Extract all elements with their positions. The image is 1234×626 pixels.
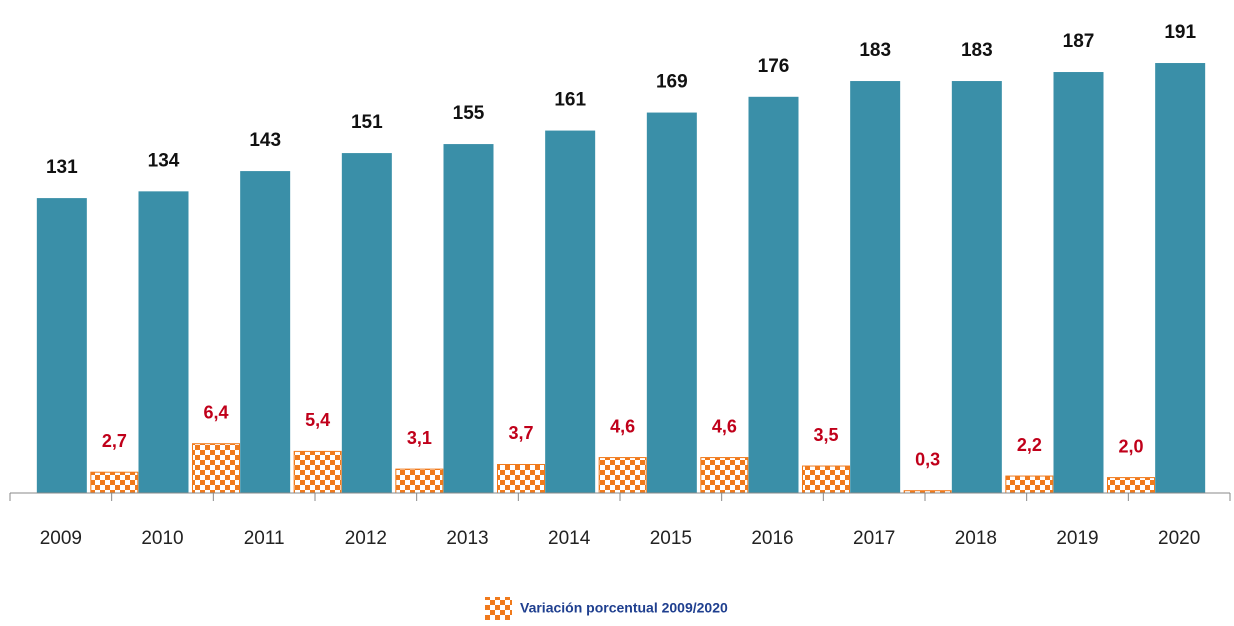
bar xyxy=(497,463,545,494)
x-tick-label: 2014 xyxy=(548,528,591,549)
legend-swatch xyxy=(485,597,512,620)
value-label: 155 xyxy=(453,103,485,124)
x-tick-label: 2016 xyxy=(751,528,793,549)
value-label: 3,5 xyxy=(813,425,838,445)
x-tick-label: 2010 xyxy=(141,528,183,549)
bar xyxy=(395,468,444,494)
x-tick-label: 2018 xyxy=(955,528,997,549)
x-tick-label: 2019 xyxy=(1056,528,1098,549)
bar xyxy=(951,81,1002,493)
value-label: 6,4 xyxy=(203,402,228,422)
x-tick-label: 2011 xyxy=(244,528,285,549)
bar xyxy=(90,471,139,494)
bar xyxy=(1005,475,1054,494)
bar xyxy=(545,130,596,493)
bar xyxy=(1155,63,1206,494)
bar xyxy=(293,450,342,494)
bar xyxy=(748,96,799,494)
bar xyxy=(1053,72,1104,493)
x-tick-label: 2009 xyxy=(40,528,82,549)
bar xyxy=(240,171,291,493)
value-label: 176 xyxy=(758,56,790,77)
value-label: 0,3 xyxy=(915,449,940,469)
x-tick-label: 2020 xyxy=(1158,528,1200,549)
value-label: 187 xyxy=(1063,31,1095,52)
value-label: 2,2 xyxy=(1017,435,1042,455)
value-label: 2,0 xyxy=(1118,436,1143,456)
value-label: 161 xyxy=(554,90,586,111)
value-label: 169 xyxy=(656,72,688,93)
bar xyxy=(341,153,392,493)
value-label: 143 xyxy=(249,130,281,151)
value-label: 2,7 xyxy=(102,431,127,451)
value-label: 183 xyxy=(859,40,891,61)
x-tick-label: 2012 xyxy=(345,528,387,549)
value-label: 191 xyxy=(1164,22,1196,43)
bar xyxy=(598,457,647,494)
bar xyxy=(646,112,697,494)
value-label: 151 xyxy=(351,112,383,133)
value-label: 4,6 xyxy=(610,416,635,436)
value-label: 183 xyxy=(961,40,993,61)
legend-label: Variación porcentual 2009/2020 xyxy=(520,600,728,616)
value-label: 3,1 xyxy=(407,428,432,448)
value-label: 5,4 xyxy=(305,410,330,430)
value-label: 131 xyxy=(46,157,78,178)
bar xyxy=(802,465,850,494)
bar xyxy=(192,443,240,494)
value-label: 4,6 xyxy=(712,416,737,436)
x-tick-label: 2015 xyxy=(650,528,692,549)
value-label: 134 xyxy=(148,150,180,171)
bar xyxy=(850,81,901,493)
bar xyxy=(1107,477,1155,494)
bar xyxy=(700,457,749,494)
value-label: 3,7 xyxy=(508,423,533,443)
x-tick-label: 2013 xyxy=(446,528,488,549)
bar xyxy=(138,191,189,493)
bar xyxy=(443,144,494,493)
bar xyxy=(36,198,87,493)
x-tick-label: 2017 xyxy=(853,528,895,549)
